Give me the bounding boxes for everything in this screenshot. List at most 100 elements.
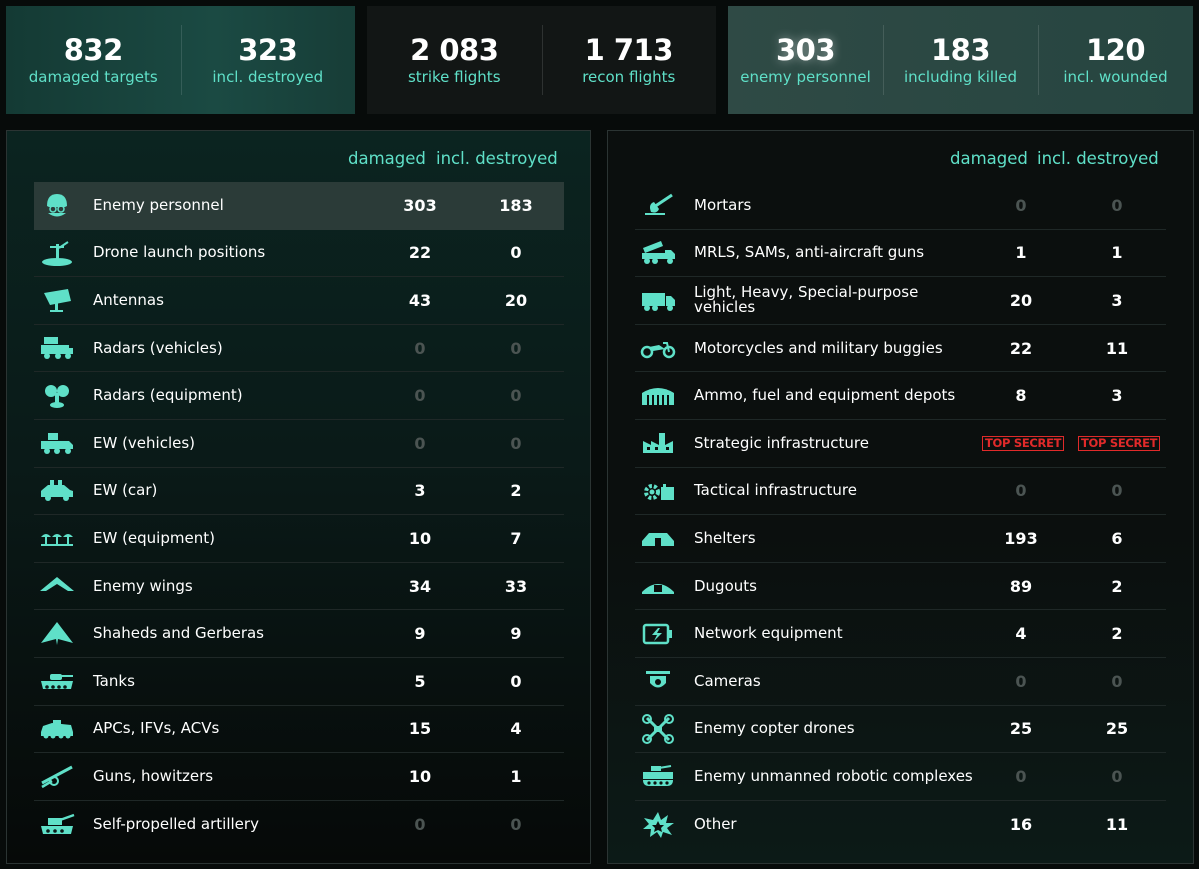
damaged-count: 22 — [1009, 338, 1033, 358]
damaged-count: 0 — [1015, 766, 1027, 786]
stat-value: 2 083 — [410, 33, 499, 67]
damaged-count: 0 — [1015, 195, 1027, 215]
flying-wing-icon — [34, 571, 80, 601]
table-row: EW (vehicles) 0 0 — [34, 420, 564, 468]
table-row: Ammo, fuel and equipment depots 8 3 — [635, 372, 1166, 420]
table-row: Shaheds and Gerberas 9 9 — [34, 610, 564, 658]
row-label: Enemy copter drones — [694, 719, 855, 738]
destroyed-count: 0 — [1111, 671, 1123, 691]
damaged-count: 16 — [1009, 815, 1033, 835]
destroyed-count: 1 — [1111, 243, 1123, 263]
damaged-count: 303 — [403, 195, 437, 215]
row-label: Ammo, fuel and equipment depots — [694, 386, 956, 405]
table-row: Network equipment 4 2 — [635, 610, 1166, 658]
table-row: Strategic infrastructure TOP SECRET TOP SE… — [635, 420, 1166, 468]
damaged-count: 10 — [408, 766, 432, 786]
destroyed-count: 183 — [499, 195, 533, 215]
damaged-count: 0 — [1015, 671, 1027, 691]
destroyed-count: 20 — [504, 290, 528, 310]
row-label: Enemy personnel — [93, 195, 224, 214]
destroyed-count: 0 — [510, 671, 522, 691]
tank-icon — [34, 666, 80, 696]
row-label: APCs, IFVs, ACVs — [93, 719, 220, 738]
mortar-icon — [635, 190, 681, 220]
table-row: Drone launch positions 22 0 — [34, 230, 564, 278]
stat-value: 303 — [775, 33, 836, 67]
factory-icon — [635, 428, 681, 458]
damaged-count: 0 — [414, 338, 426, 358]
damaged-count: 10 — [408, 528, 432, 548]
damaged-count: 0 — [1015, 481, 1027, 501]
ew-equipment-icon — [34, 523, 80, 553]
damaged-count: 3 — [414, 481, 426, 501]
table-row: Self-propelled artillery 0 0 — [34, 801, 564, 849]
row-label: EW (car) — [93, 481, 158, 500]
table-row: Shelters 193 6 — [635, 515, 1166, 563]
table-row: Motorcycles and military buggies 22 11 — [635, 325, 1166, 373]
row-label: Self-propelled artillery — [93, 815, 259, 834]
left-target-table: damaged incl. destroyed Enemy personnel 3… — [6, 130, 591, 864]
row-label: MRLS, SAMs, anti-aircraft guns — [694, 243, 925, 262]
self-propelled-artillery-icon — [34, 810, 80, 840]
stat-enemy-personnel: 303 enemy personnel — [728, 33, 883, 87]
destroyed-count: 0 — [510, 433, 522, 453]
stat-strike-flights: 2 083 strike flights — [367, 33, 542, 87]
destroyed-count: 2 — [1111, 624, 1123, 644]
row-label: Motorcycles and military buggies — [694, 338, 943, 357]
table-row: EW (car) 3 2 — [34, 468, 564, 516]
damaged-count: 9 — [414, 624, 426, 644]
right-target-table: damaged incl. destroyed Mortars 0 0 MRLS, S… — [607, 130, 1194, 864]
stat-label: recon flights — [582, 68, 676, 86]
table-row: Radars (equipment) 0 0 — [34, 372, 564, 420]
damaged-count: 5 — [414, 671, 426, 691]
stat-label: enemy personnel — [740, 68, 871, 86]
table-row: Mortars 0 0 — [635, 182, 1166, 230]
table-row: Tanks 5 0 — [34, 658, 564, 706]
row-label: Radars (vehicles) — [93, 338, 223, 357]
gear-infrastructure-icon — [635, 476, 681, 506]
destroyed-count: 0 — [1111, 195, 1123, 215]
table-row: MRLS, SAMs, anti-aircraft guns 1 1 — [635, 230, 1166, 278]
truck-icon — [635, 285, 681, 315]
table-row: Radars (vehicles) 0 0 — [34, 325, 564, 373]
table-row: Tactical infrastructure 0 0 — [635, 468, 1166, 516]
damaged-count: 89 — [1009, 576, 1033, 596]
damaged-count: 8 — [1015, 386, 1027, 406]
stat-value: 183 — [930, 33, 991, 67]
row-label: Cameras — [694, 671, 761, 690]
destroyed-count: 0 — [510, 815, 522, 835]
row-label: Drone launch positions — [93, 243, 266, 262]
table-row: Dugouts 89 2 — [635, 563, 1166, 611]
damaged-count: 1 — [1015, 243, 1027, 263]
shahed-drone-icon — [34, 619, 80, 649]
row-label: Light, Heavy, Special-purpose vehicles — [694, 283, 919, 317]
apc-icon — [34, 714, 80, 744]
column-header-destroyed: incl. destroyed — [1037, 149, 1159, 168]
stat-damaged-targets: 832 damaged targets — [6, 33, 181, 87]
summary-card-targets: 832 damaged targets 323 incl. destroyed — [6, 6, 355, 114]
stat-value: 323 — [238, 33, 298, 67]
row-label: Radars (equipment) — [93, 386, 243, 405]
mrls-truck-icon — [635, 238, 681, 268]
table-row: Antennas 43 20 — [34, 277, 564, 325]
destroyed-count: 1 — [510, 766, 522, 786]
damaged-count: 0 — [414, 433, 426, 453]
radar-equipment-icon — [34, 381, 80, 411]
ew-vehicle-icon — [34, 428, 80, 458]
destroyed-count: 0 — [510, 338, 522, 358]
damaged-count: 34 — [408, 576, 432, 596]
table-row: EW (equipment) 10 7 — [34, 515, 564, 563]
radar-vehicle-icon — [34, 333, 80, 363]
table-row: APCs, IFVs, ACVs 15 4 — [34, 706, 564, 754]
damaged-count: 20 — [1009, 290, 1033, 310]
dugout-icon — [635, 571, 681, 601]
destroyed-count: 11 — [1105, 815, 1129, 835]
explosion-icon — [635, 810, 681, 840]
row-label: Shelters — [694, 528, 756, 547]
antenna-dish-icon — [34, 285, 80, 315]
stat-label: including killed — [903, 68, 1018, 86]
row-label: Antennas — [93, 290, 164, 309]
stat-value: 1 713 — [584, 33, 674, 67]
damaged-count: 22 — [408, 243, 432, 263]
damaged-count: 15 — [408, 719, 432, 739]
